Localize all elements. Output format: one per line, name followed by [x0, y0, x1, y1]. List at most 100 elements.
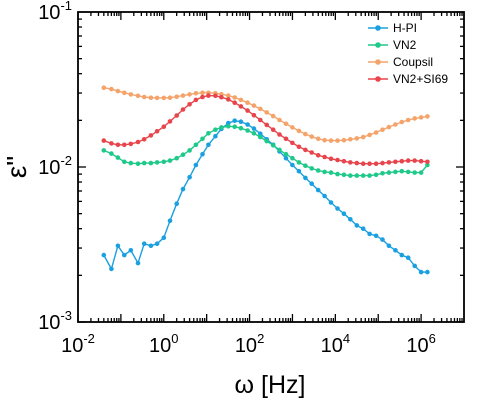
plot-frame — [77, 11, 465, 323]
data-point — [174, 113, 179, 118]
data-point — [290, 125, 295, 130]
data-point — [161, 124, 167, 129]
legend-marker — [375, 42, 381, 48]
data-point — [354, 160, 360, 166]
data-point — [322, 154, 327, 160]
data-point — [393, 159, 398, 165]
data-point — [161, 95, 167, 101]
data-point — [270, 127, 276, 132]
data-point — [193, 97, 199, 103]
data-point — [303, 131, 308, 137]
data-point — [167, 218, 173, 224]
data-point — [232, 100, 237, 105]
data-point — [405, 255, 411, 260]
data-point — [109, 266, 114, 272]
data-point — [245, 128, 250, 133]
data-series — [101, 85, 430, 275]
data-point — [213, 133, 218, 139]
data-point — [251, 103, 257, 108]
x-tick-label: 10-2 — [61, 331, 95, 357]
y-tick-labels: 10-3 10-2 10-1 — [38, 0, 72, 334]
data-point — [264, 122, 270, 128]
data-point — [386, 170, 392, 175]
y-tick-label: 10-3 — [38, 308, 72, 334]
data-point — [187, 102, 192, 107]
data-point — [341, 137, 347, 143]
data-point — [290, 140, 295, 146]
data-point — [154, 129, 160, 134]
data-point — [226, 124, 231, 129]
data-point — [258, 134, 263, 140]
data-point — [180, 107, 186, 112]
data-point — [122, 90, 127, 96]
x-tick-label: 102 — [235, 331, 264, 357]
data-point — [309, 166, 315, 171]
data-point — [393, 169, 398, 175]
data-point — [161, 159, 167, 165]
x-tick-labels: 10-2 100 102 104 106 — [61, 331, 436, 357]
legend-label: VN2+SI69 — [393, 72, 448, 86]
data-point — [367, 161, 372, 166]
data-point — [418, 269, 424, 275]
data-point — [303, 175, 308, 181]
data-point — [226, 97, 231, 102]
data-point — [258, 131, 263, 136]
data-point — [187, 174, 192, 180]
data-point — [206, 93, 211, 98]
data-point — [206, 142, 211, 148]
data-point — [348, 173, 353, 178]
data-point — [264, 138, 270, 144]
data-point — [303, 147, 308, 153]
data-point — [148, 133, 154, 138]
data-point — [245, 108, 250, 113]
data-point — [412, 116, 418, 121]
data-point — [258, 117, 263, 123]
data-point — [373, 172, 379, 178]
data-point — [219, 94, 224, 100]
data-point — [251, 131, 257, 136]
data-point — [174, 94, 179, 99]
data-point — [174, 155, 179, 161]
data-point — [303, 163, 308, 168]
data-point — [354, 223, 360, 228]
data-point — [405, 169, 411, 175]
data-point — [238, 97, 244, 103]
data-point — [341, 211, 347, 216]
data-point — [386, 124, 392, 130]
legend-marker — [375, 76, 381, 82]
data-point — [251, 112, 257, 118]
data-point — [418, 158, 424, 164]
data-point — [154, 241, 160, 246]
data-point — [101, 85, 107, 90]
x-tick-label: 104 — [321, 331, 350, 357]
data-point — [399, 252, 405, 258]
data-point — [135, 139, 141, 145]
series-line — [103, 94, 428, 165]
data-point — [296, 160, 302, 165]
data-point — [135, 260, 141, 266]
data-point — [115, 142, 121, 148]
data-point — [341, 158, 347, 164]
data-point — [425, 162, 430, 168]
data-point — [399, 168, 405, 174]
data-point — [128, 141, 134, 147]
data-point — [213, 127, 218, 132]
data-point — [122, 142, 127, 148]
data-point — [115, 243, 121, 249]
data-point — [335, 138, 340, 143]
legend-label: VN2 — [393, 38, 417, 52]
data-point — [354, 136, 360, 141]
data-point — [115, 155, 121, 160]
data-point — [193, 142, 199, 148]
x-tick-label: 106 — [406, 331, 435, 357]
series-2 — [101, 85, 430, 143]
data-point — [399, 158, 405, 164]
data-point — [354, 173, 360, 178]
data-point — [315, 187, 321, 193]
data-point — [219, 125, 224, 130]
data-point — [380, 127, 385, 132]
data-point — [315, 153, 321, 158]
data-point — [425, 114, 430, 119]
data-point — [141, 137, 147, 142]
